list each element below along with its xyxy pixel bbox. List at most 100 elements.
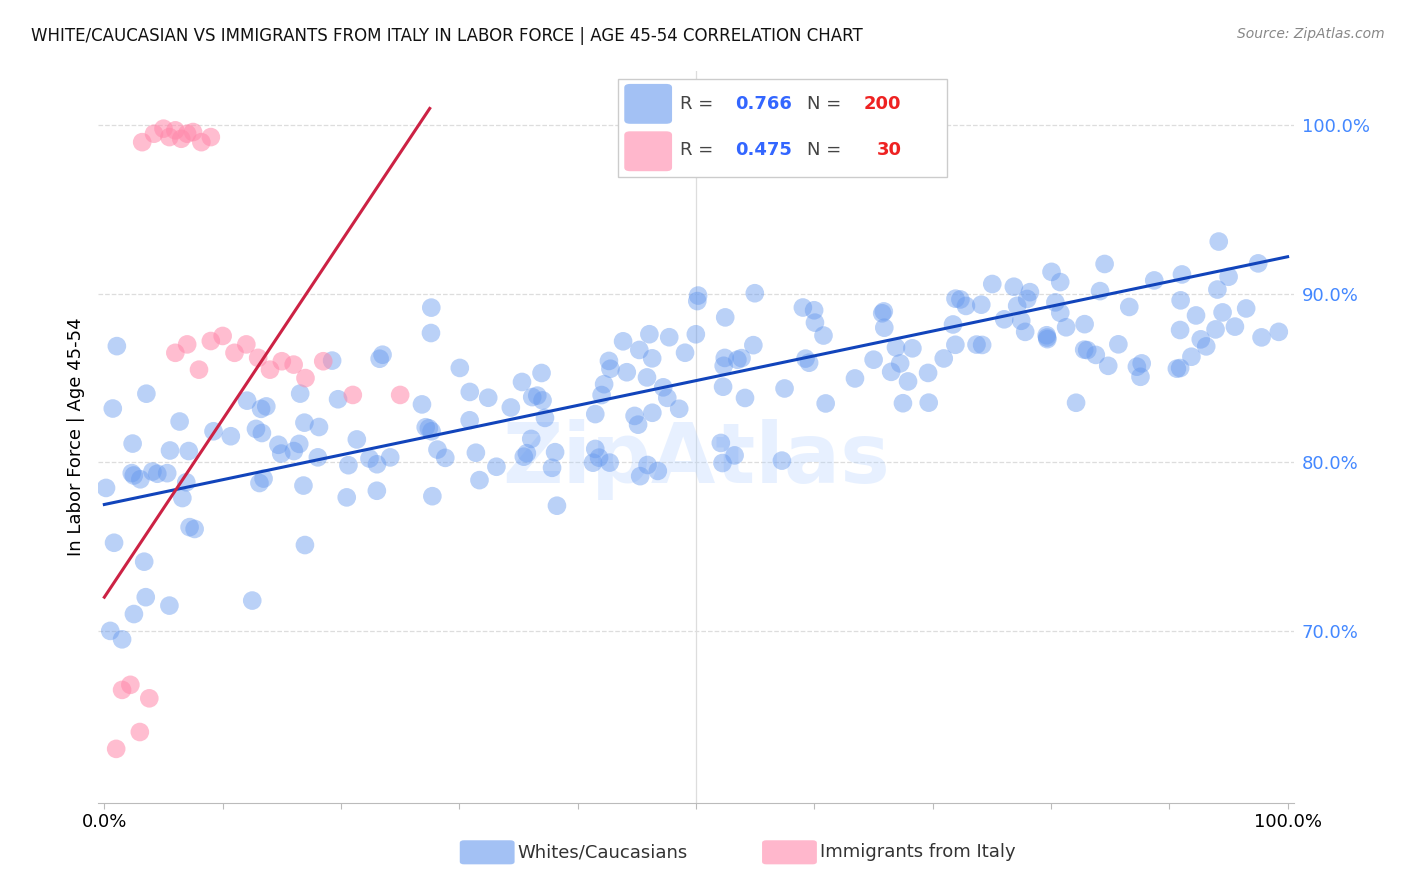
Point — [686, 294, 709, 309]
Point — [1247, 256, 1270, 270]
Point — [165, 346, 187, 360]
Point — [870, 306, 893, 320]
Point — [880, 365, 903, 379]
Point — [174, 475, 197, 490]
Point — [1168, 323, 1191, 337]
Point — [972, 338, 994, 352]
Point — [792, 301, 814, 315]
Point — [794, 351, 817, 366]
Point — [725, 352, 748, 367]
Point — [321, 353, 343, 368]
Point — [1168, 361, 1191, 376]
Point — [224, 346, 246, 360]
Point — [122, 607, 145, 621]
Point — [359, 451, 381, 466]
Point — [583, 442, 606, 456]
Point — [1054, 320, 1077, 334]
Point — [252, 472, 274, 486]
Point — [128, 725, 150, 739]
Point — [111, 632, 134, 647]
Point — [283, 358, 305, 372]
Point — [714, 310, 737, 325]
Point — [628, 469, 651, 483]
Point — [129, 472, 152, 486]
Point — [744, 286, 766, 301]
Point — [337, 458, 360, 473]
Point — [546, 499, 568, 513]
Text: Immigrants from Italy: Immigrants from Italy — [820, 843, 1015, 862]
Point — [135, 590, 157, 604]
Point — [734, 391, 756, 405]
Point — [477, 391, 499, 405]
Point — [1118, 300, 1140, 314]
Point — [122, 468, 145, 483]
Point — [599, 361, 621, 376]
Point — [1195, 339, 1218, 353]
Point — [918, 395, 941, 409]
Point — [641, 406, 664, 420]
Point — [510, 375, 533, 389]
Point — [1073, 343, 1095, 357]
Point — [862, 352, 884, 367]
Point — [326, 392, 349, 407]
Point — [1005, 299, 1028, 313]
Point — [1036, 332, 1059, 346]
Point — [346, 433, 368, 447]
Point — [583, 407, 606, 421]
Point — [292, 478, 315, 492]
Point — [949, 293, 972, 307]
Point — [247, 351, 270, 365]
Point — [389, 388, 412, 402]
Point — [468, 473, 491, 487]
Point — [183, 522, 205, 536]
Point — [270, 354, 292, 368]
Point — [371, 348, 394, 362]
Point — [1171, 268, 1194, 282]
Point — [288, 437, 311, 451]
Text: Source: ZipAtlas.com: Source: ZipAtlas.com — [1237, 27, 1385, 41]
Point — [544, 445, 567, 459]
Point — [531, 393, 554, 408]
Point — [897, 375, 920, 389]
Point — [1073, 317, 1095, 331]
Point — [1045, 295, 1067, 310]
Point — [1129, 369, 1152, 384]
Point — [599, 456, 621, 470]
Point — [101, 401, 124, 416]
Point — [1126, 359, 1149, 374]
Point — [1035, 328, 1057, 343]
Point — [121, 436, 143, 450]
Point — [111, 682, 134, 697]
Point — [1064, 396, 1087, 410]
Point — [366, 483, 388, 498]
FancyBboxPatch shape — [624, 84, 672, 124]
Point — [146, 467, 169, 481]
Point — [294, 538, 316, 552]
Point — [884, 341, 907, 355]
Point — [380, 450, 402, 465]
Point — [628, 343, 651, 357]
Point — [366, 457, 388, 471]
Point — [652, 380, 675, 394]
Point — [294, 371, 316, 385]
Point — [1180, 350, 1202, 364]
Point — [638, 327, 661, 342]
Point — [288, 386, 311, 401]
Point — [177, 444, 200, 458]
Point — [499, 401, 522, 415]
Point — [422, 489, 444, 503]
Point — [1218, 269, 1240, 284]
Point — [200, 334, 222, 348]
Point — [411, 397, 433, 411]
Text: ZipAtlas: ZipAtlas — [502, 418, 890, 500]
Point — [591, 388, 613, 402]
Point — [420, 326, 443, 340]
Point — [685, 327, 707, 342]
FancyBboxPatch shape — [624, 131, 672, 171]
Point — [803, 303, 825, 318]
Point — [1223, 319, 1246, 334]
Text: Whites/Caucasians: Whites/Caucasians — [517, 843, 688, 862]
Point — [804, 316, 827, 330]
Point — [464, 446, 486, 460]
Point — [955, 299, 977, 313]
